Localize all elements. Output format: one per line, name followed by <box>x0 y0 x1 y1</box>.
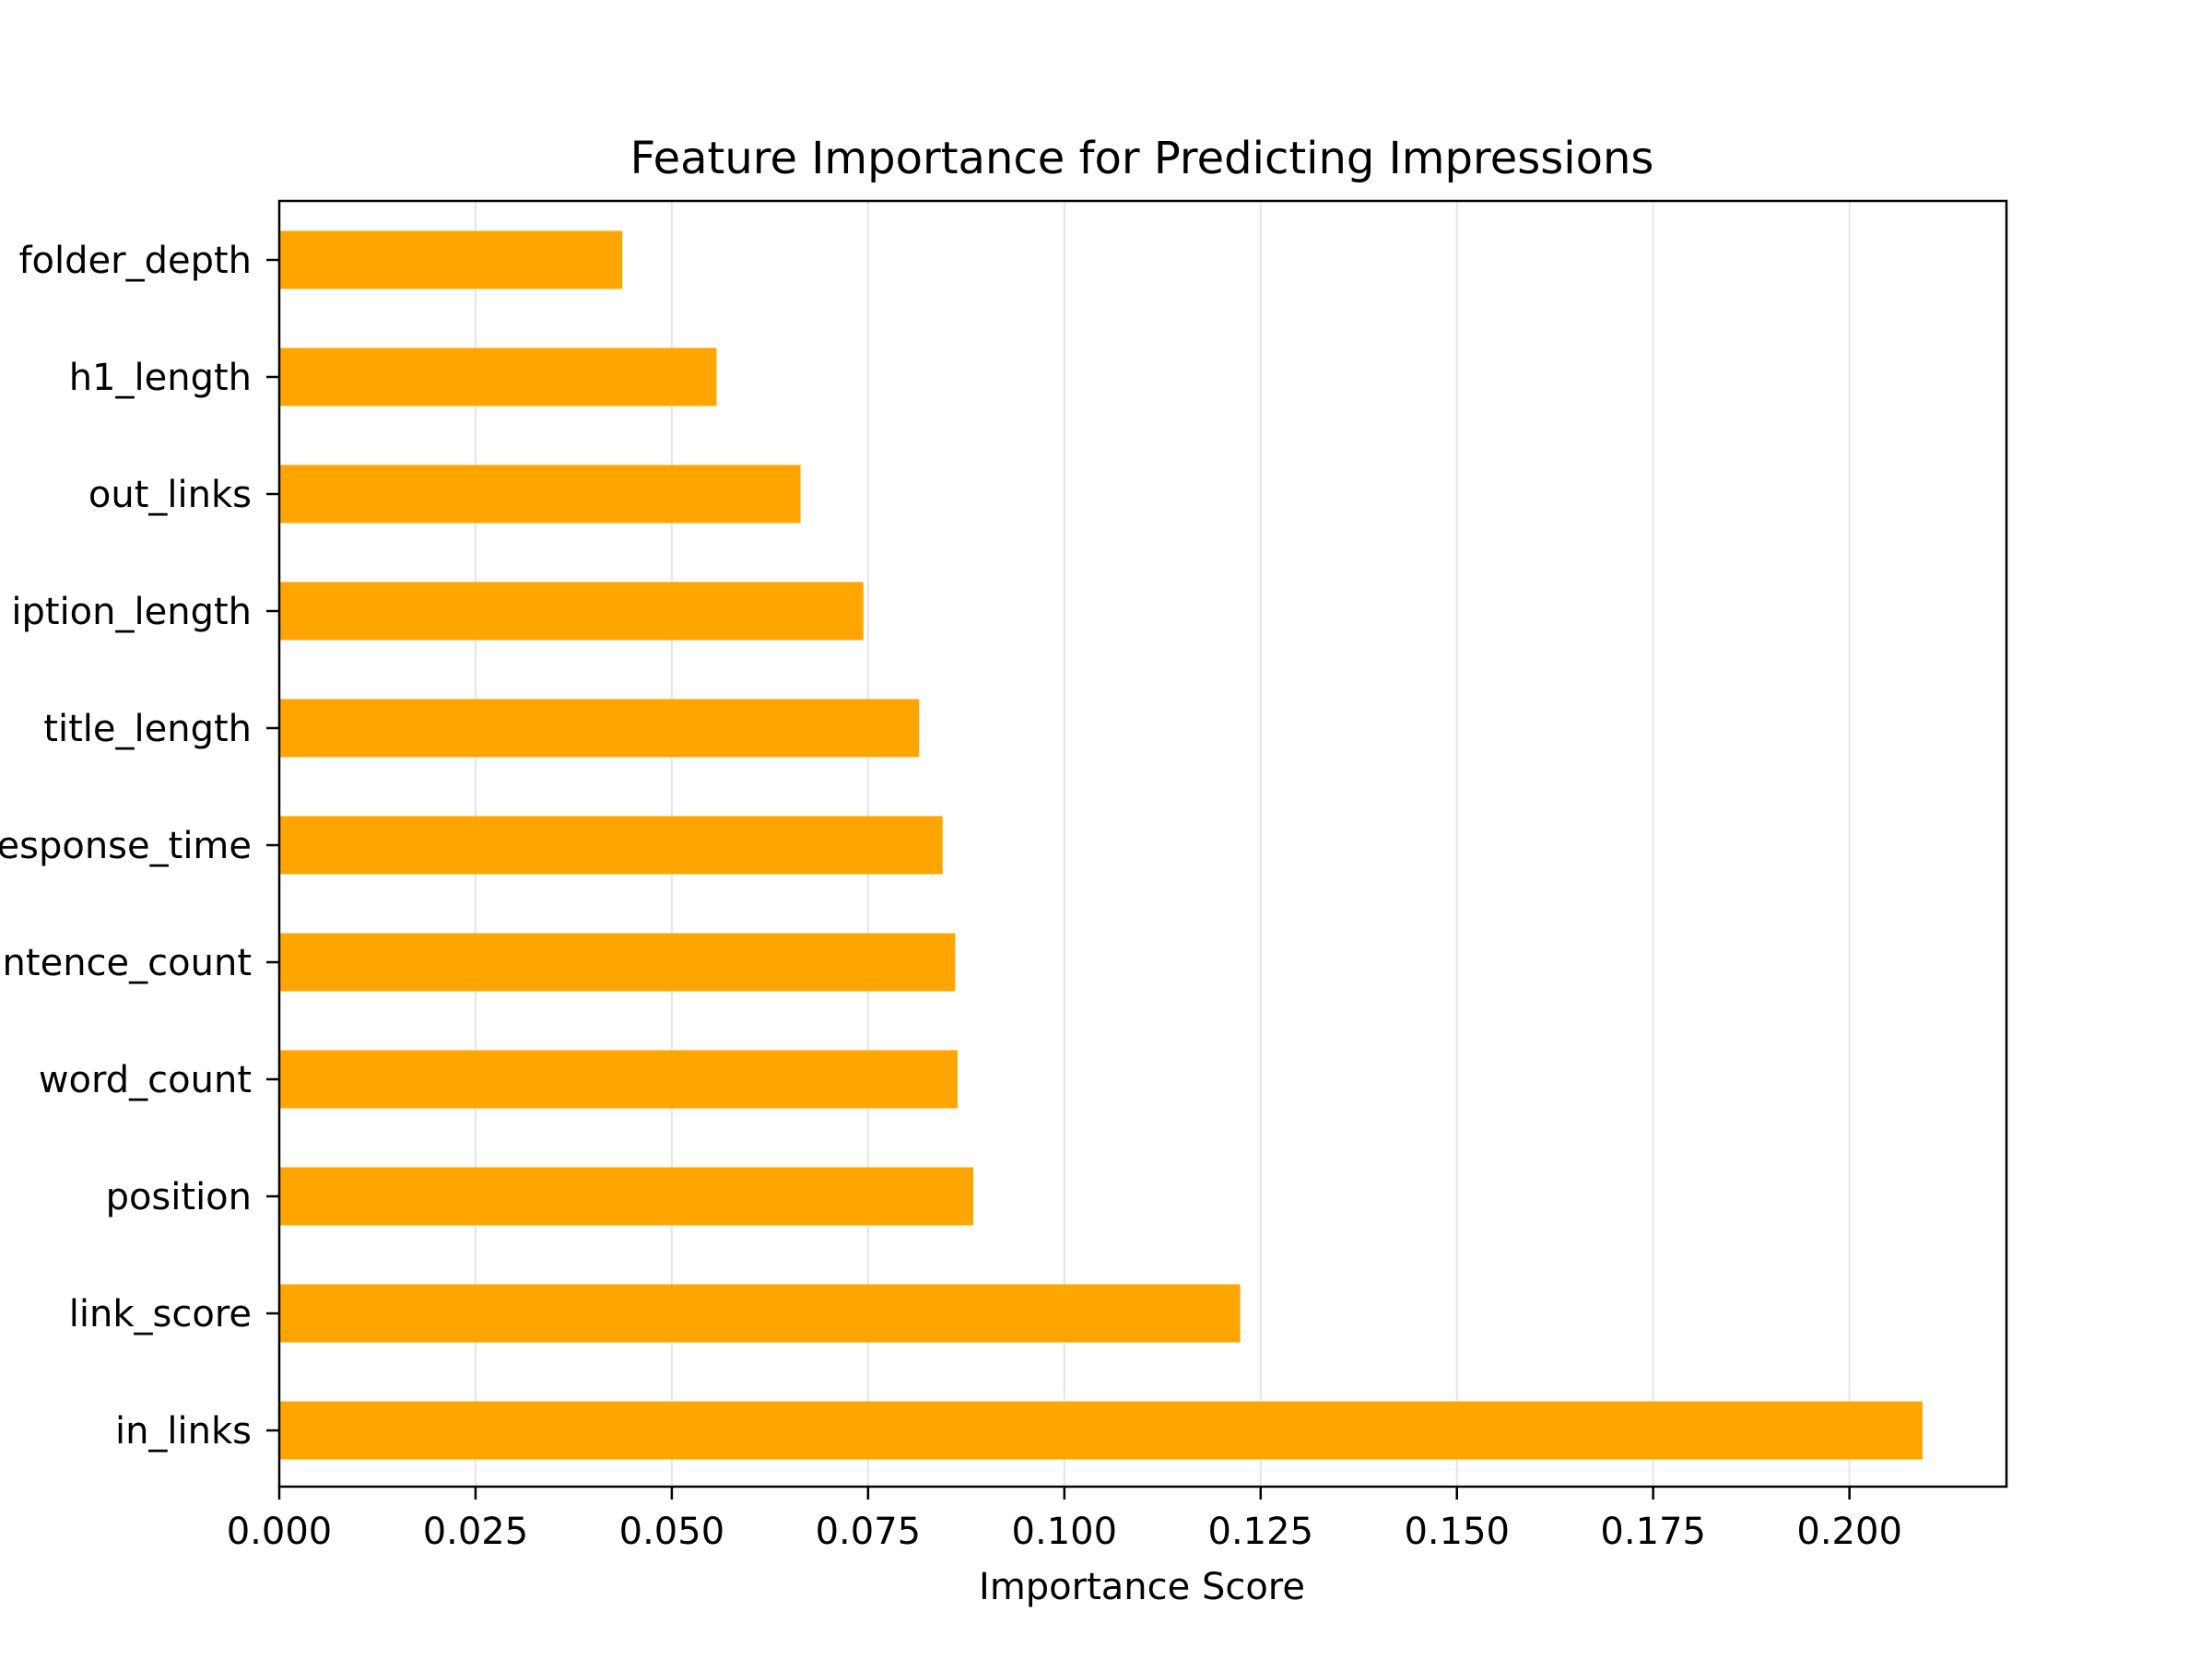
x-tick-label: 0.125 <box>1208 1511 1314 1553</box>
y-tick-label: folder_depth <box>18 240 252 282</box>
y-tick-label: out_links <box>88 474 252 516</box>
y-tick-label: link_score <box>69 1293 252 1335</box>
bar-ntence-count <box>279 933 956 992</box>
x-tick-label: 0.075 <box>816 1511 922 1553</box>
x-tick-label: 0.150 <box>1404 1511 1510 1553</box>
x-tick-label: 0.050 <box>619 1511 725 1553</box>
x-tick-label: 0.000 <box>227 1511 333 1553</box>
y-tick-label: iption_length <box>11 591 252 633</box>
grid-layer <box>278 201 1851 1487</box>
y-tick-label: h1_length <box>69 357 252 399</box>
y-tick-label: word_count <box>39 1059 252 1101</box>
y-tick-label: esponse_time <box>0 825 252 867</box>
y-tick-label: position <box>106 1176 252 1218</box>
y-tick-label: ntence_count <box>3 942 252 984</box>
bar-in-links <box>279 1401 1923 1460</box>
bar-iption-length <box>279 582 864 641</box>
y-tick-label: title_length <box>43 708 252 750</box>
bar-esponse-time <box>279 816 943 875</box>
bar-word-count <box>279 1050 958 1109</box>
bar-h1-length <box>279 347 717 406</box>
x-tick-label: 0.175 <box>1600 1511 1706 1553</box>
bar-out-links <box>279 465 801 524</box>
plot-frame <box>277 199 2008 1488</box>
bar-position <box>279 1167 974 1226</box>
ticks-layer: 0.000 0.025 0.050 0.075 0.100 0.125 0.150 0.175… <box>0 240 1902 1553</box>
x-tick-label: 0.200 <box>1796 1511 1902 1553</box>
bar-folder-depth <box>279 230 623 289</box>
chart-title: Feature Importance for Predicting Impres… <box>630 133 1654 184</box>
x-axis-label: Importance Score <box>979 1566 1305 1608</box>
x-tick-label: 0.025 <box>423 1511 529 1553</box>
bar-link-score <box>279 1284 1241 1343</box>
x-tick-label: 0.100 <box>1012 1511 1118 1553</box>
bars-layer <box>279 230 1923 1460</box>
bar-title-length <box>279 699 920 758</box>
y-tick-label: in_links <box>115 1410 252 1453</box>
